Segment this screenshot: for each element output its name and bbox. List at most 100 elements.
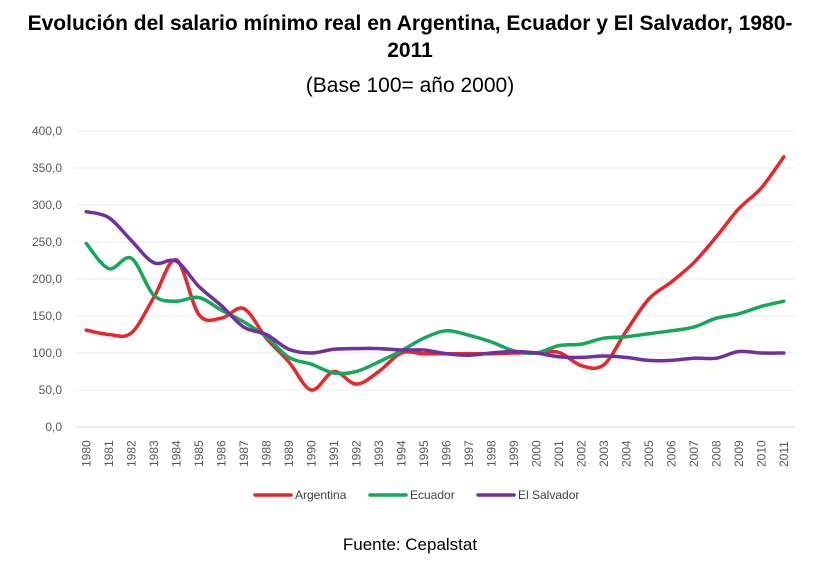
- data-point-el-salvador: [602, 354, 606, 358]
- data-point-ecuador: [467, 333, 471, 337]
- x-tick-label: 1989: [282, 440, 296, 467]
- data-point-el-salvador: [714, 356, 718, 360]
- y-tick-label: 200,0: [32, 272, 62, 286]
- data-point-el-salvador: [197, 285, 201, 288]
- series-lines: [84, 155, 786, 392]
- x-tick-label: 1986: [214, 440, 228, 467]
- y-tick-label: 400,0: [32, 124, 62, 138]
- data-point-el-salvador: [512, 350, 516, 353]
- data-point-el-salvador: [129, 239, 133, 242]
- data-point-el-salvador: [152, 261, 156, 265]
- data-point-el-salvador: [422, 348, 426, 352]
- x-tick-label: 1993: [372, 440, 386, 467]
- data-point-el-salvador: [467, 353, 471, 357]
- x-tick-label: 1997: [462, 440, 476, 467]
- y-tick-label: 0,0: [45, 420, 62, 434]
- chart-source: Fuente: Cepalstat: [342, 535, 478, 554]
- data-point-argentina: [647, 297, 651, 301]
- x-tick-label: 1998: [484, 440, 498, 467]
- data-point-el-salvador: [489, 351, 493, 355]
- x-tick-label: 1996: [439, 440, 453, 467]
- data-point-ecuador: [737, 312, 741, 316]
- data-point-ecuador: [152, 293, 156, 297]
- legend-label-ecuador: Ecuador: [410, 488, 455, 502]
- x-tick-label: 2009: [732, 440, 746, 467]
- data-point-el-salvador: [692, 356, 696, 360]
- series-line-ecuador: [84, 241, 786, 376]
- x-tick-label: 1985: [192, 440, 206, 467]
- data-point-ecuador: [287, 356, 291, 359]
- y-tick-label: 50,0: [39, 383, 63, 397]
- data-point-argentina: [602, 363, 606, 367]
- x-tick-label: 2001: [552, 440, 566, 467]
- data-point-el-salvador: [624, 356, 628, 359]
- data-point-ecuador: [714, 316, 718, 320]
- y-tick-label: 100,0: [32, 346, 62, 360]
- data-point-ecuador: [129, 256, 133, 260]
- data-point-ecuador: [354, 370, 358, 373]
- data-point-ecuador: [557, 344, 561, 347]
- x-tick-label: 2003: [597, 440, 611, 467]
- data-point-el-salvador: [759, 351, 763, 355]
- gridlines: [75, 130, 795, 428]
- data-point-el-salvador: [174, 259, 178, 263]
- data-point-el-salvador: [264, 333, 268, 336]
- x-tick-label: 1991: [327, 440, 341, 467]
- data-point-ecuador: [197, 296, 201, 299]
- y-axis: 0,0 50,0 100,0 150,0 200,0 250,0 300,0 350,0 400…: [32, 124, 62, 434]
- data-point-el-salvador: [444, 352, 448, 356]
- x-tick-label: 1995: [417, 440, 431, 467]
- data-point-el-salvador: [669, 359, 673, 362]
- data-point-argentina: [197, 313, 201, 316]
- data-point-ecuador: [377, 360, 381, 364]
- data-point-ecuador: [782, 299, 786, 303]
- data-point-el-salvador: [219, 304, 223, 308]
- x-tick-label: 2007: [687, 440, 701, 467]
- data-point-argentina: [129, 331, 133, 335]
- data-point-argentina: [84, 328, 88, 332]
- data-point-argentina: [782, 155, 786, 159]
- data-point-el-salvador: [647, 359, 651, 362]
- data-point-argentina: [669, 280, 673, 284]
- x-tick-label: 2011: [777, 441, 791, 467]
- data-point-argentina: [737, 207, 741, 211]
- x-axis: 1980 1981 1982 1983 1984 1985 1986 1987 1988 1989…: [79, 440, 791, 467]
- x-tick-label: 1987: [237, 440, 251, 467]
- data-point-ecuador: [242, 320, 246, 324]
- data-point-el-salvador: [377, 347, 381, 350]
- x-tick-label: 1981: [102, 440, 116, 467]
- chart-title: Evolución del salario mínimo real en Arg…: [27, 12, 793, 62]
- x-tick-label: 2006: [664, 440, 678, 467]
- data-point-ecuador: [107, 267, 111, 271]
- data-point-ecuador: [669, 329, 673, 333]
- legend-label-argentina: Argentina: [295, 488, 347, 502]
- data-point-ecuador: [692, 325, 696, 329]
- data-point-ecuador: [624, 335, 628, 339]
- data-point-ecuador: [579, 342, 583, 346]
- x-tick-label: 2005: [642, 440, 656, 467]
- x-tick-label: 2010: [754, 440, 768, 467]
- data-point-ecuador: [174, 299, 178, 303]
- data-point-argentina: [107, 333, 111, 336]
- x-tick-label: 1992: [349, 440, 363, 467]
- data-point-ecuador: [602, 336, 606, 340]
- x-tick-label: 1982: [124, 440, 138, 467]
- data-point-argentina: [692, 261, 696, 265]
- data-point-argentina: [377, 370, 381, 373]
- data-point-argentina: [557, 350, 561, 354]
- data-point-el-salvador: [242, 325, 246, 329]
- legend-label-el-salvador: El Salvador: [518, 488, 579, 502]
- y-tick-label: 150,0: [32, 309, 62, 323]
- data-point-el-salvador: [557, 355, 561, 359]
- x-tick-label: 2004: [619, 440, 633, 467]
- x-tick-label: 2000: [529, 440, 543, 467]
- x-tick-label: 1983: [147, 440, 161, 467]
- x-tick-label: 1984: [169, 440, 183, 467]
- x-tick-label: 2008: [709, 440, 723, 467]
- x-tick-label: 1980: [79, 440, 93, 467]
- data-point-argentina: [219, 316, 223, 320]
- data-point-argentina: [714, 235, 718, 239]
- x-tick-label: 1988: [259, 440, 273, 467]
- series-line-el-salvador: [84, 209, 786, 363]
- data-point-el-salvador: [332, 347, 336, 351]
